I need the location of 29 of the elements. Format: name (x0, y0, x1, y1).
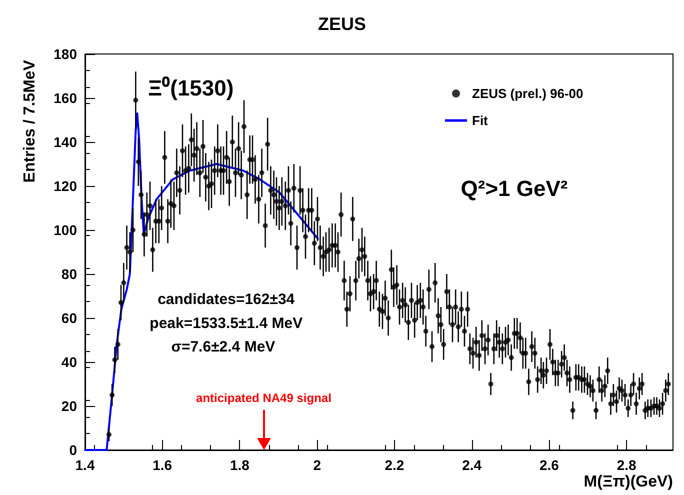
x-tick-label: 1.6 (152, 457, 172, 473)
y-tick-label: 120 (54, 178, 78, 194)
x-tick-label: 2.6 (539, 457, 560, 473)
chart-title: ZEUS (318, 14, 366, 34)
annotation: σ=7.6±2.4 MeV (171, 338, 276, 356)
annotation: peak=1533.5±1.4 MeV (150, 314, 303, 332)
x-axis-title: M(Ξπ)(GeV) (584, 474, 673, 490)
y-tick-label: 180 (54, 46, 78, 62)
x-tick-label: 1.8 (230, 457, 250, 473)
x-tick-label: 2.8 (616, 457, 637, 473)
y-axis-title: Entries / 7.5MeV (22, 60, 38, 183)
ref-line-label: anticipated NA49 signal (196, 391, 332, 405)
y-tick-label: 20 (61, 398, 78, 414)
annotation: Q²>1 GeV² (460, 176, 568, 202)
x-tick-label: 2.4 (462, 457, 482, 473)
y-tick-label: 100 (54, 222, 78, 238)
y-tick-label: 40 (61, 354, 78, 370)
y-tick-label: 160 (54, 90, 78, 106)
legend-label: Fit (472, 113, 489, 128)
legend-label: ZEUS (prel.) 96-00 (472, 86, 584, 101)
x-tick-label: 1.4 (75, 457, 95, 473)
y-tick-label: 80 (61, 266, 78, 282)
x-tick-label: 2.2 (384, 457, 404, 473)
annotation: candidates=162±34 (158, 291, 296, 308)
x-tick-label: 2 (313, 457, 322, 473)
y-tick-label: 140 (54, 134, 78, 150)
annotation: Ξ⁰(1530) (148, 76, 234, 101)
y-tick-label: 60 (61, 310, 78, 326)
y-tick-label: 0 (69, 442, 78, 458)
